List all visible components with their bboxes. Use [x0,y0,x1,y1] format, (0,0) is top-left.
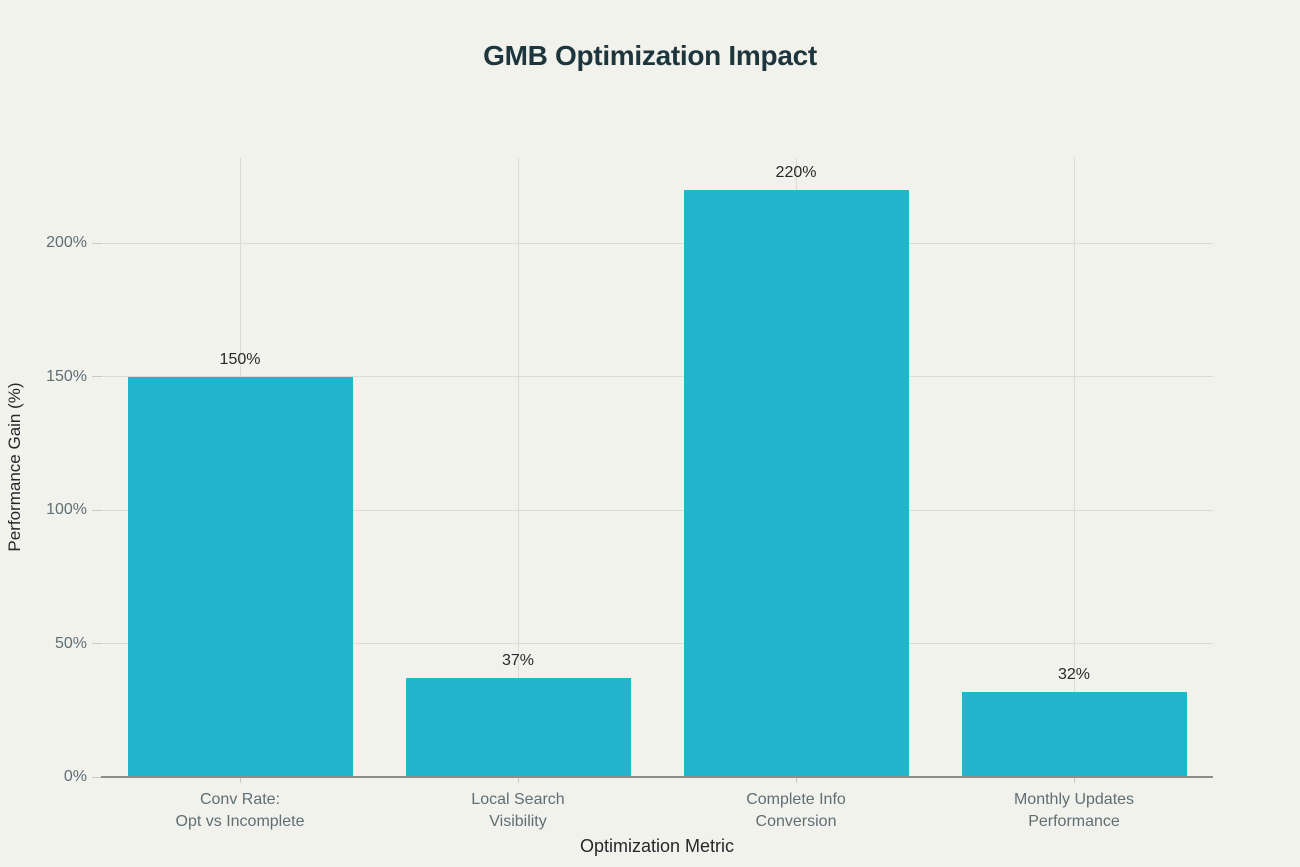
grid-line-horizontal [93,376,1213,378]
grid-line-vertical [517,158,519,777]
x-tick-mark [795,777,797,783]
y-tick-mark [92,242,102,244]
y-tick-label: 50% [54,634,87,652]
bar [961,691,1187,777]
chart-title: GMB Optimization Impact [483,40,817,71]
y-tick-mark [92,643,102,645]
bar [405,678,631,777]
bar [683,190,909,777]
x-axis-line [101,776,1213,778]
x-tick-label: Conv Rate: Opt vs Incomplete [175,791,305,830]
x-axis-title: Optimization Metric [579,836,735,856]
bar-value-label: 37% [501,652,535,670]
x-tick-mark [517,777,519,783]
bar-value-label: 32% [1057,665,1091,683]
y-tick-label: 0% [63,768,87,785]
y-tick-label: 200% [46,234,87,252]
x-tick-mark [239,777,241,783]
y-tick-mark [92,776,102,778]
bar-value-label: 150% [219,350,261,368]
y-tick-mark [92,376,102,378]
grid-line-horizontal [93,643,1213,645]
bar [127,376,353,777]
y-tick-label: 150% [46,367,87,385]
grid-line-horizontal [93,242,1213,244]
x-tick-label: Local Search Visibility [471,791,565,830]
grid-line-vertical [1073,158,1075,777]
bar-value-label: 220% [775,164,817,182]
x-tick-label: Monthly Updates Performance [1013,791,1135,830]
plot-area: 0% 50% 100% 150% 200% 150% Conv Rate: Opt vs I… [46,158,1213,830]
x-tick-mark [1073,777,1075,783]
y-tick-mark [92,509,102,511]
x-tick-label: Complete Info Conversion [746,791,846,830]
grid-line-horizontal [93,509,1213,511]
y-axis-title: Performance Gain (%) [5,382,24,552]
y-tick-label: 100% [46,501,87,519]
